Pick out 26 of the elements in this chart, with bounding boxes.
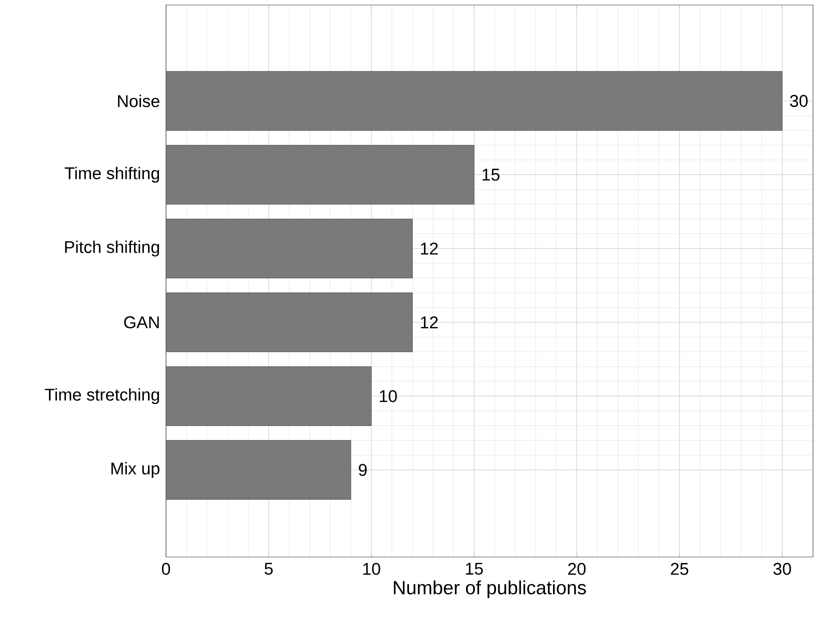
- data-label: 30: [790, 94, 808, 107]
- y-tick-label: Time stretching: [44, 388, 160, 404]
- y-tick-label: Time shifting: [64, 166, 160, 183]
- x-tick-label: 10: [363, 562, 380, 575]
- data-label: 12: [420, 242, 438, 254]
- x-tick-label: 15: [466, 562, 483, 575]
- y-tick-label: GAN: [124, 316, 159, 328]
- data-label: 9: [358, 464, 367, 476]
- x-tick-label: 20: [568, 562, 586, 575]
- data-label: 12: [420, 316, 438, 328]
- data-label: 15: [482, 168, 500, 181]
- y-tick-label: Noise: [118, 94, 160, 108]
- bar: [166, 292, 413, 352]
- y-tick-label: Pitch shifting: [65, 240, 160, 256]
- bar: [166, 366, 372, 426]
- x-tick-label: 5: [264, 562, 273, 575]
- x-axis-title: Number of publications: [394, 580, 586, 598]
- bar: [166, 71, 782, 131]
- bar: [166, 440, 352, 500]
- bar: [166, 218, 413, 278]
- bar: [166, 145, 474, 204]
- data-label: 10: [380, 390, 397, 402]
- x-tick-label: 25: [670, 562, 688, 575]
- x-tick-label: 0: [162, 562, 170, 575]
- y-tick-label: Mix up: [111, 462, 160, 478]
- x-tick-label: 30: [773, 562, 791, 575]
